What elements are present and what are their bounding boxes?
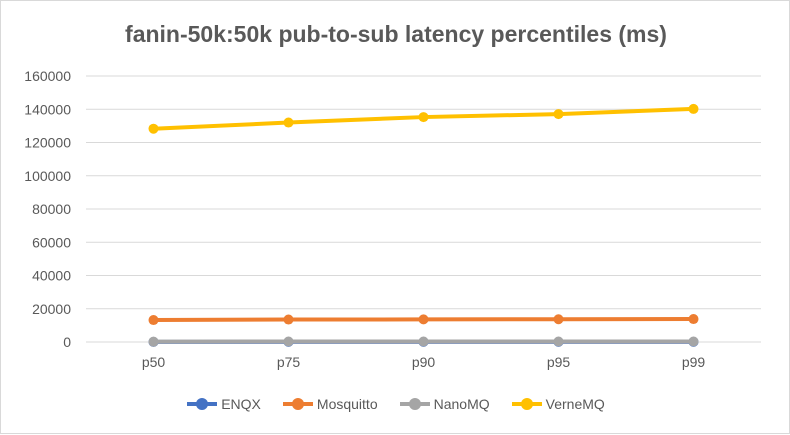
y-tick-label: 80000 — [32, 201, 71, 217]
data-point-Mosquitto — [419, 314, 429, 324]
data-point-NanoMQ — [689, 337, 699, 347]
legend-item: Mosquitto — [283, 396, 378, 412]
data-point-VerneMQ — [419, 112, 429, 122]
data-point-NanoMQ — [149, 337, 159, 347]
data-point-VerneMQ — [149, 124, 159, 134]
legend-marker — [187, 402, 217, 406]
x-tick-label: p90 — [412, 354, 436, 370]
data-point-NanoMQ — [554, 337, 564, 347]
x-tick-label: p99 — [682, 354, 706, 370]
legend: ENQX Mosquitto NanoMQ VerneMQ — [1, 396, 790, 412]
y-tick-label: 140000 — [24, 101, 71, 117]
data-point-Mosquitto — [284, 315, 294, 325]
data-point-Mosquitto — [149, 315, 159, 325]
legend-label: NanoMQ — [434, 396, 490, 412]
data-point-VerneMQ — [554, 109, 564, 119]
legend-marker — [283, 402, 313, 406]
y-tick-label: 0 — [63, 334, 71, 350]
y-tick-label: 120000 — [24, 135, 71, 151]
legend-item: NanoMQ — [400, 396, 490, 412]
y-tick-label: 60000 — [32, 234, 71, 250]
legend-item: VerneMQ — [512, 396, 605, 412]
legend-label: VerneMQ — [546, 396, 605, 412]
data-point-Mosquitto — [689, 314, 699, 324]
x-tick-label: p95 — [547, 354, 571, 370]
y-tick-label: 100000 — [24, 168, 71, 184]
data-point-NanoMQ — [419, 337, 429, 347]
y-tick-label: 40000 — [32, 268, 71, 284]
legend-marker — [400, 402, 430, 406]
x-tick-label: p75 — [277, 354, 301, 370]
legend-label: ENQX — [221, 396, 261, 412]
legend-label: Mosquitto — [317, 396, 378, 412]
data-point-VerneMQ — [284, 118, 294, 128]
data-point-Mosquitto — [554, 314, 564, 324]
legend-marker — [512, 402, 542, 406]
x-tick-label: p50 — [142, 354, 166, 370]
legend-item: ENQX — [187, 396, 261, 412]
y-tick-label: 160000 — [24, 68, 71, 84]
data-point-VerneMQ — [689, 104, 699, 114]
data-point-NanoMQ — [284, 337, 294, 347]
y-tick-label: 20000 — [32, 301, 71, 317]
